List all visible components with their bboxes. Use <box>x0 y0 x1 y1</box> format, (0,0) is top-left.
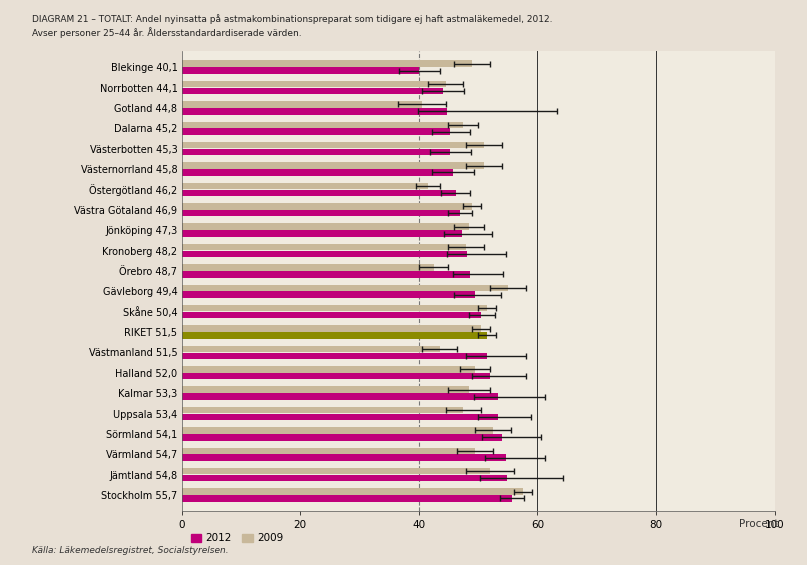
Bar <box>182 475 507 481</box>
Bar <box>182 447 475 454</box>
Text: DIAGRAM 21 – TOTALT: Andel nyinsatta på astmakombinationspreparat som tidigare e: DIAGRAM 21 – TOTALT: Andel nyinsatta på … <box>32 14 553 24</box>
Bar <box>182 366 475 372</box>
Bar <box>182 128 449 135</box>
Bar <box>182 149 450 155</box>
Bar <box>182 244 466 250</box>
Bar <box>182 60 472 67</box>
Text: Procent: Procent <box>739 519 779 529</box>
Bar <box>182 251 467 257</box>
Bar <box>182 101 422 108</box>
Bar <box>182 414 498 420</box>
Bar <box>182 468 490 475</box>
Legend: 2012, 2009: 2012, 2009 <box>186 529 287 547</box>
Bar <box>182 203 472 210</box>
Text: Källa: Läkemedelsregistret, Socialstyrelsen.: Källa: Läkemedelsregistret, Socialstyrel… <box>32 546 229 555</box>
Bar <box>182 305 487 311</box>
Bar <box>182 454 506 461</box>
Text: Avser personer 25–44 år. Åldersstandardardiserade värden.: Avser personer 25–44 år. Åldersstandarda… <box>32 27 302 38</box>
Bar <box>182 312 480 318</box>
Bar <box>182 162 484 169</box>
Bar <box>182 332 487 339</box>
Bar <box>182 264 433 271</box>
Bar <box>182 292 475 298</box>
Bar <box>182 182 428 189</box>
Bar <box>182 434 503 441</box>
Bar <box>182 386 469 393</box>
Bar <box>182 373 490 380</box>
Bar <box>182 190 456 196</box>
Bar <box>182 488 523 495</box>
Bar <box>182 170 454 176</box>
Bar <box>182 88 443 94</box>
Bar <box>182 142 484 149</box>
Bar <box>182 325 481 332</box>
Bar <box>182 407 463 414</box>
Bar <box>182 271 470 277</box>
Bar <box>182 285 508 291</box>
Bar <box>182 108 447 115</box>
Bar <box>182 67 420 74</box>
Bar <box>182 231 462 237</box>
Bar <box>182 121 463 128</box>
Bar <box>182 427 493 434</box>
Bar <box>182 346 440 352</box>
Bar <box>182 353 487 359</box>
Bar <box>182 496 512 502</box>
Bar <box>182 81 445 88</box>
Bar <box>182 223 469 230</box>
Bar <box>182 210 460 216</box>
Bar <box>182 393 498 400</box>
